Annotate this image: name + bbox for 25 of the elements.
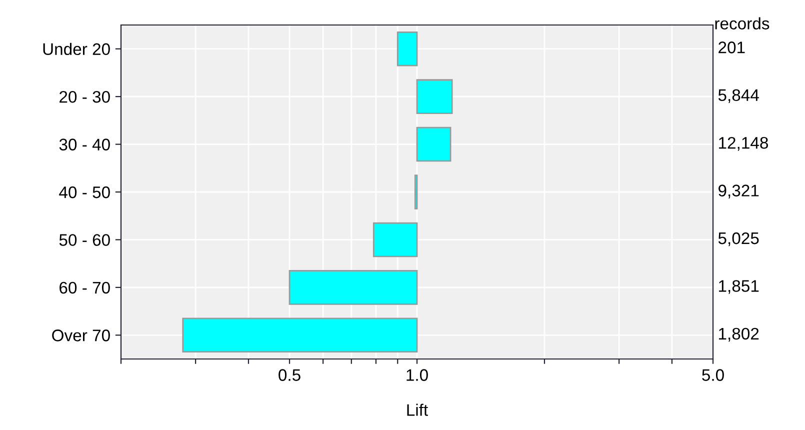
bar (182, 318, 418, 353)
text: 201 (718, 42, 745, 54)
bar (288, 270, 418, 305)
y-tick-label: 50 - 60 (59, 234, 110, 246)
y-tick-label: 30 - 40 (59, 138, 110, 150)
bar (396, 31, 418, 66)
text: 5,844 (718, 89, 759, 104)
y-tick-label: Over 70 (52, 330, 110, 342)
x-tick-label: 5.0 (702, 369, 724, 381)
y-tick-label: Under 20 (43, 42, 110, 56)
text: 9,321 (718, 184, 759, 198)
text: 12,148 (719, 136, 768, 151)
x-axis-title: Lift (407, 404, 428, 416)
bar (416, 126, 452, 162)
y-tick-label: 20 - 30 (60, 90, 110, 103)
text: records (715, 17, 770, 30)
text: 1,802 (719, 328, 759, 342)
x-tick-label: 1.0 (406, 369, 428, 381)
text: 1,851 (719, 280, 759, 294)
bar (372, 222, 418, 258)
y-tick-label: 40 - 50 (59, 186, 110, 198)
x-tick-label: 0.5 (278, 369, 300, 381)
bar (416, 79, 453, 114)
text: 5,025 (718, 232, 759, 246)
y-tick-label: 60 - 70 (60, 282, 110, 294)
